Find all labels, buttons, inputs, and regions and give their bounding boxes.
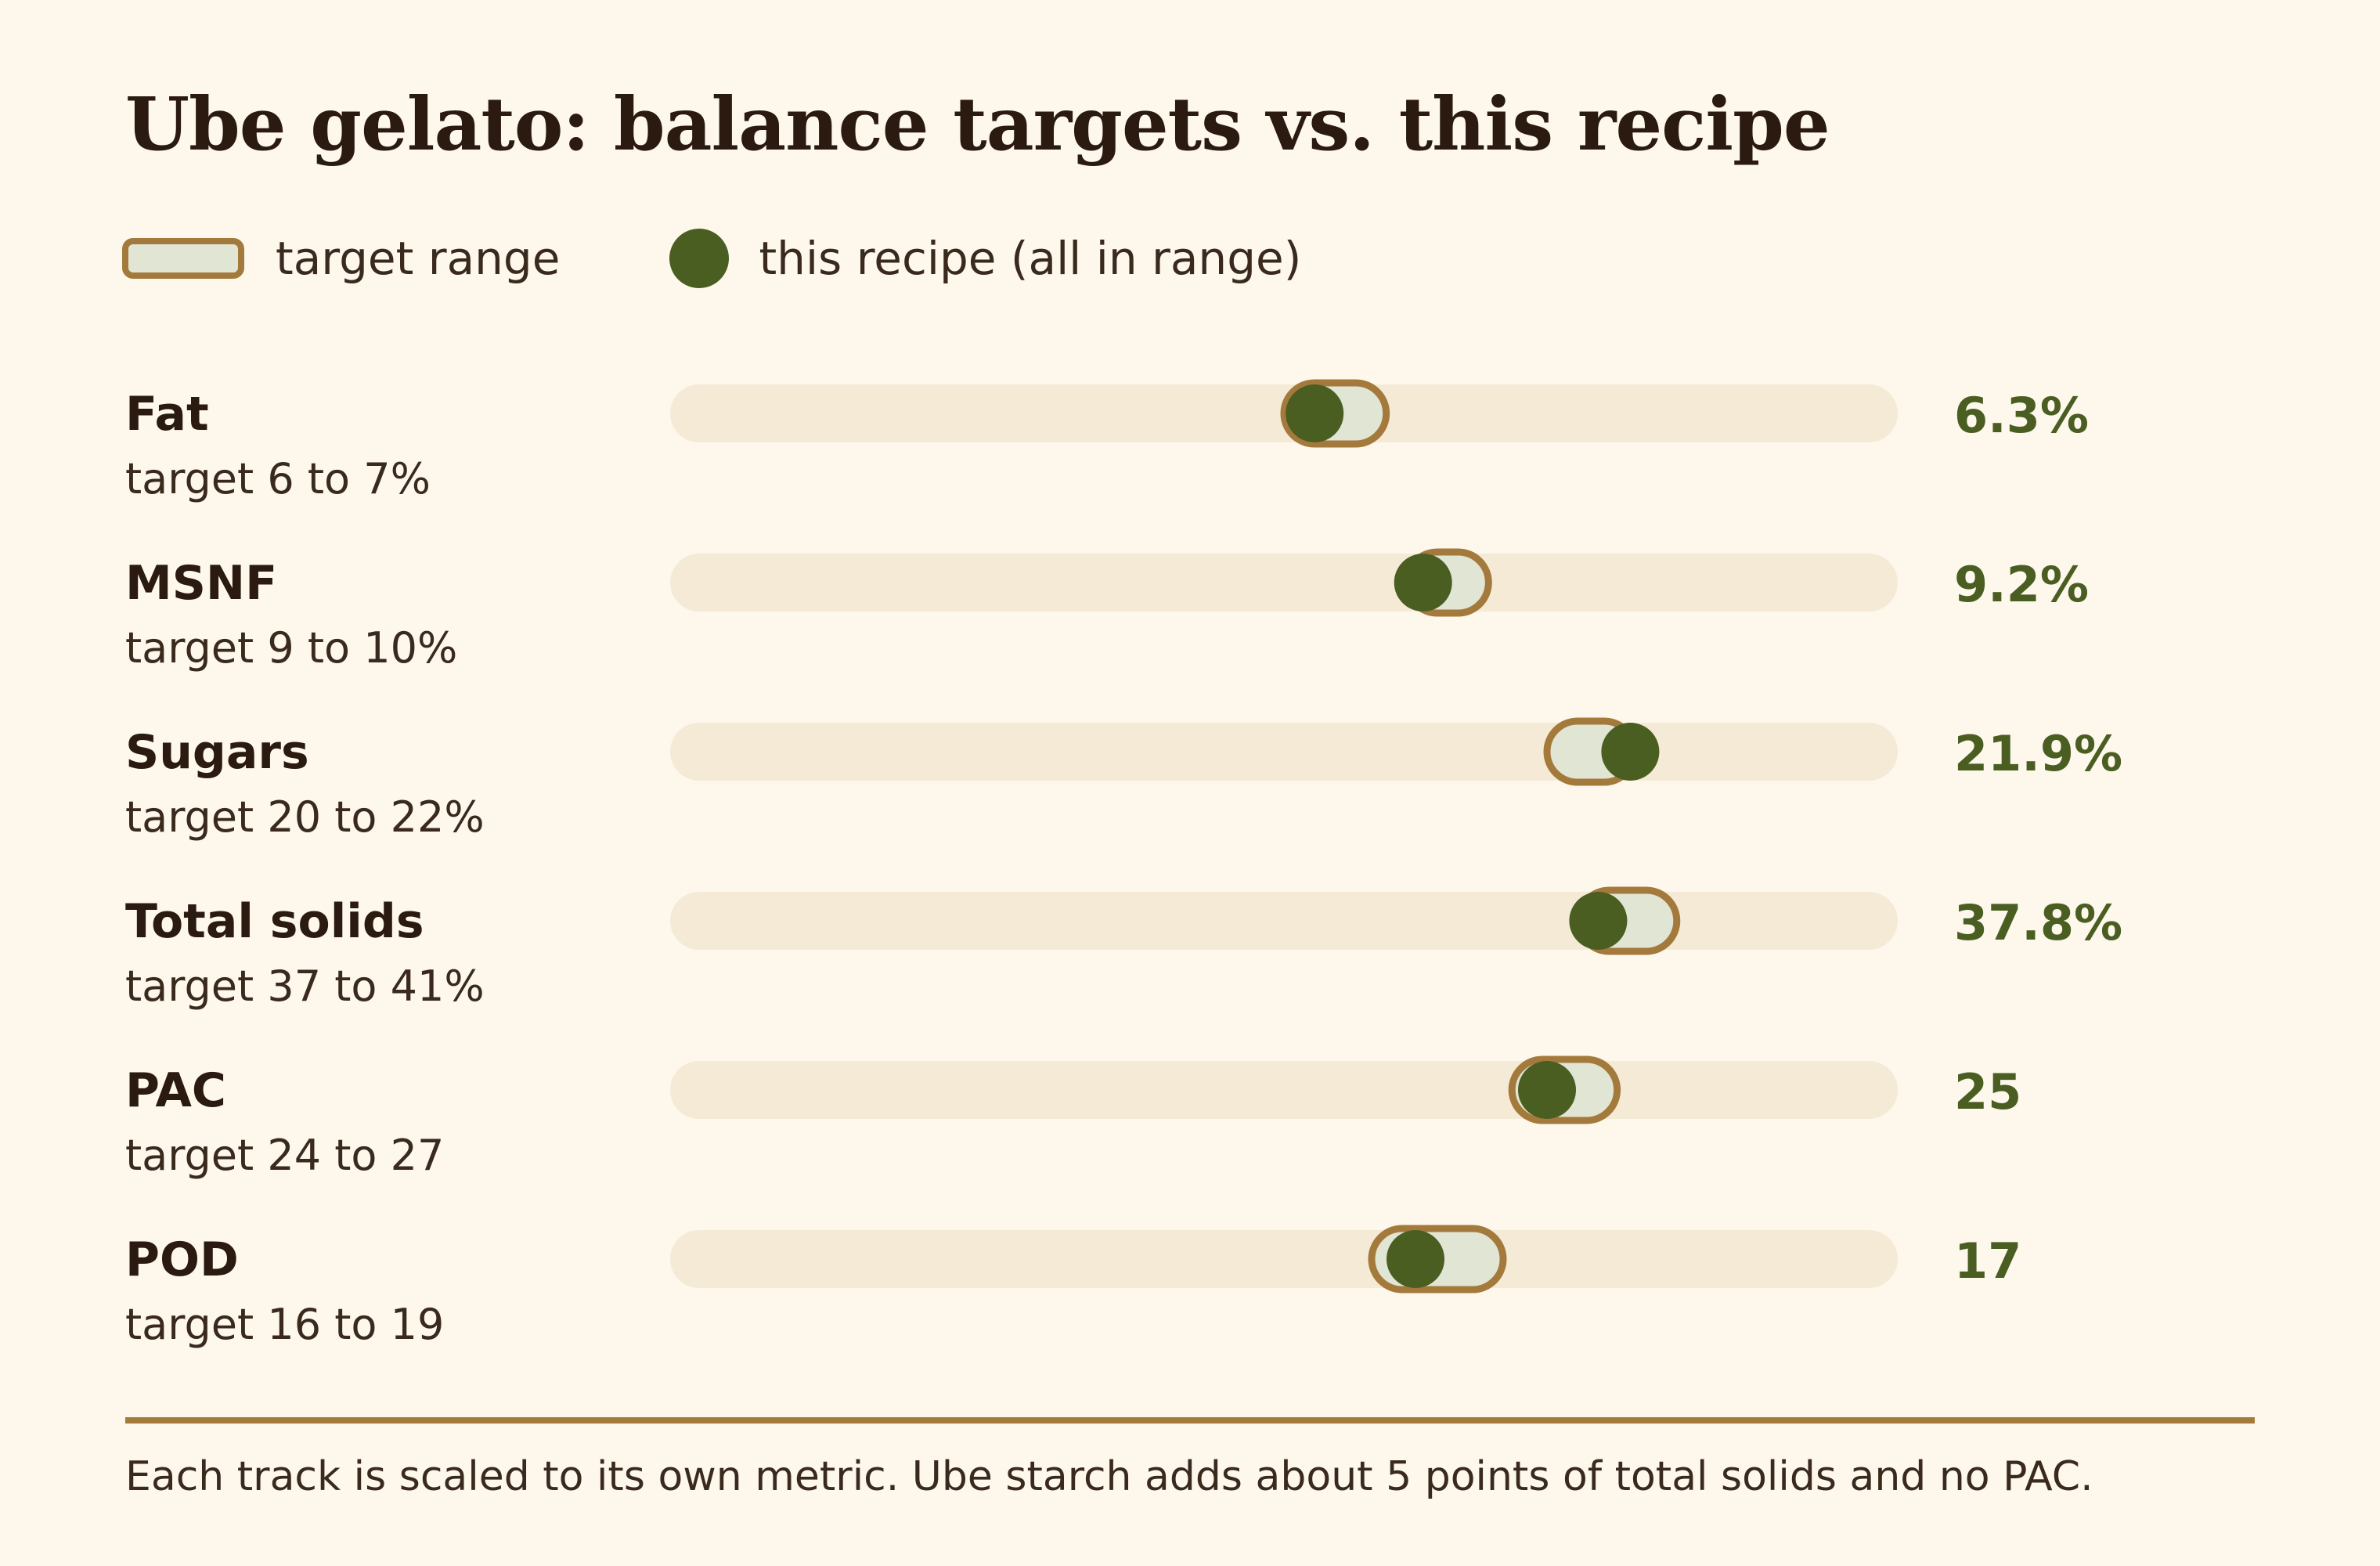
track-pod (670, 1230, 1898, 1288)
legend: target range this recipe (all in range) (122, 227, 1301, 290)
metric-value-msnf: 9.2% (1954, 556, 2089, 613)
recipe-dot-sugars (1601, 723, 1660, 781)
metric-target-pac: target 24 to 27 (125, 1131, 445, 1180)
metric-name-pac: PAC (125, 1063, 226, 1118)
metric-target-total-solids: target 37 to 41% (125, 962, 485, 1011)
legend-range-label: target range (276, 232, 561, 285)
metric-value-sugars: 21.9% (1954, 725, 2123, 782)
track-sugars (670, 723, 1898, 781)
metric-value-pac: 25 (1954, 1063, 2022, 1120)
legend-dot-swatch (669, 229, 730, 288)
metric-target-msnf: target 9 to 10% (125, 623, 458, 673)
metric-name-sugars: Sugars (125, 725, 309, 780)
track-total-solids (670, 892, 1898, 950)
legend-dot-label: this recipe (all in range) (759, 232, 1302, 285)
metric-value-total-solids: 37.8% (1954, 894, 2123, 951)
metric-target-sugars: target 20 to 22% (125, 792, 485, 842)
metric-target-fat: target 6 to 7% (125, 454, 431, 503)
metric-name-total-solids: Total solids (125, 894, 424, 949)
chart-title: Ube gelato: balance targets vs. this rec… (125, 81, 1830, 168)
recipe-dot-total-solids (1569, 892, 1628, 950)
footer-rule (125, 1417, 2255, 1423)
metric-name-fat: Fat (125, 387, 209, 442)
recipe-dot-pod (1387, 1230, 1444, 1288)
metric-value-pod: 17 (1954, 1232, 2022, 1290)
metric-name-msnf: MSNF (125, 556, 278, 611)
recipe-dot-pac (1518, 1061, 1576, 1119)
metric-name-pod: POD (125, 1232, 239, 1287)
metric-target-pod: target 16 to 19 (125, 1300, 445, 1349)
recipe-dot-fat (1286, 384, 1344, 442)
metric-value-fat: 6.3% (1954, 387, 2089, 444)
track-pac (670, 1061, 1898, 1119)
legend-range-swatch (122, 238, 244, 279)
track-msnf (670, 554, 1898, 612)
recipe-dot-msnf (1394, 554, 1452, 612)
footnote: Each track is scaled to its own metric. … (125, 1453, 2093, 1500)
